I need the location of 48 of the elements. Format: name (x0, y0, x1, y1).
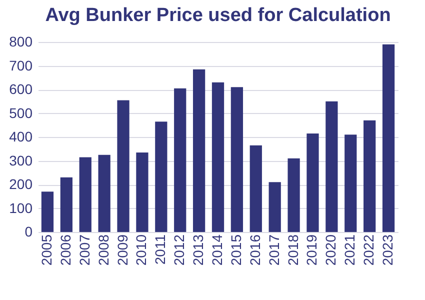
bar (174, 88, 186, 232)
bar (288, 158, 300, 232)
y-tick-label: 200 (9, 176, 33, 192)
y-tick-label: 700 (9, 57, 33, 74)
bar (212, 82, 224, 232)
y-tick-label: 600 (9, 81, 33, 97)
x-tick-label: 2010 (133, 234, 150, 266)
x-tick-label: 2021 (342, 234, 358, 266)
chart-title: Avg Bunker Price used for Calculation (45, 5, 391, 26)
x-tick-label: 2006 (57, 234, 74, 266)
x-tick-label: 2022 (360, 234, 377, 266)
y-tick-label: 100 (9, 200, 33, 216)
y-tick-label: 500 (9, 104, 33, 121)
bar (326, 101, 338, 232)
bar (98, 154, 110, 232)
x-tick-label: 2007 (76, 234, 92, 266)
x-tick-label: 2005 (38, 234, 54, 266)
x-tick-label: 2017 (266, 234, 282, 266)
x-tick-label: 2012 (171, 234, 188, 266)
bar (382, 44, 395, 232)
bar (364, 120, 376, 232)
bar (230, 87, 244, 232)
bar (268, 182, 281, 232)
x-tick-label: 2020 (322, 234, 339, 266)
y-tick-label: 300 (9, 152, 33, 168)
bar (79, 157, 92, 232)
bar (60, 177, 72, 232)
x-tick-label: 2019 (304, 234, 320, 266)
bar (344, 134, 357, 232)
x-tick-label: 2016 (246, 234, 263, 266)
x-tick-label: 2023 (380, 234, 396, 266)
x-tick-label: 2015 (228, 234, 244, 266)
x-tick-label: 2014 (209, 234, 225, 266)
y-tick-label: 400 (9, 128, 33, 144)
bar (136, 152, 148, 232)
y-tick-label: 0 (24, 224, 33, 240)
x-tick-label: 2018 (284, 234, 301, 266)
x-tick-label: 2008 (95, 234, 112, 266)
x-tick-label: 2009 (114, 234, 130, 266)
bar (192, 69, 206, 232)
bar (41, 192, 54, 232)
y-tick-label: 800 (9, 34, 33, 50)
bar (155, 122, 168, 232)
x-tick-label: 2011 (152, 234, 168, 265)
bar (250, 145, 262, 232)
bar (306, 133, 319, 232)
x-tick-label: 2013 (190, 234, 206, 266)
bar (117, 100, 130, 232)
